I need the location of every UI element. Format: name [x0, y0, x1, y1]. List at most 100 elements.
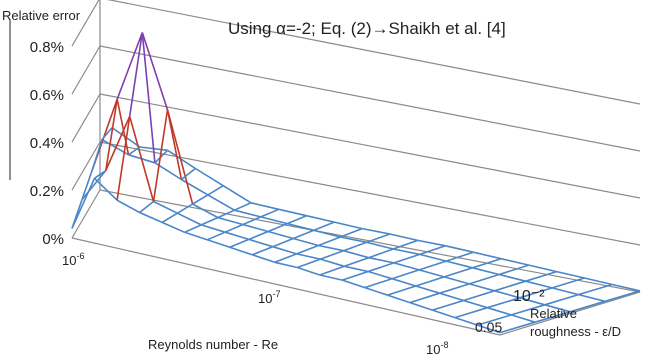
surface-segment-13 [473, 251, 502, 260]
surface-segment-161 [494, 280, 526, 292]
surface-segment-156 [439, 283, 470, 294]
surface-segment-89 [364, 286, 388, 296]
surface-mesh [71, 32, 641, 334]
surface-segment-35 [525, 280, 553, 289]
surface-segment-91 [409, 301, 433, 311]
surface-segment-74 [487, 306, 512, 316]
surface-segment-93 [454, 316, 478, 326]
surface-segment-23 [207, 194, 235, 211]
surface-segment-68 [344, 265, 369, 273]
z-axis-title: Relative error [2, 8, 81, 23]
surface-segment-158 [498, 264, 530, 276]
surface-segment-66 [296, 253, 321, 260]
surface-segment-62 [200, 224, 226, 233]
surface-segment-9 [361, 227, 391, 235]
surface-segment-53 [469, 283, 495, 292]
x-tick-label-3: 10-8 [426, 340, 448, 357]
surface-segment-4 [222, 185, 252, 204]
surface-segment-60 [153, 200, 178, 214]
surface-segment-101 [116, 99, 130, 155]
surface-segment-116 [200, 216, 219, 226]
surface-segment-123 [229, 238, 250, 249]
surface-segment-69 [367, 270, 393, 280]
y-tick-label-1: 10⁻² [513, 288, 545, 305]
surface-segment-92 [432, 309, 456, 319]
surface-segment-51 [418, 269, 445, 278]
surface-segment-37 [578, 293, 606, 303]
surface-segment-108 [152, 109, 169, 202]
surface-segment-99 [94, 169, 107, 179]
grid-back-3 [99, 45, 641, 152]
z-tick-label-1: 0.2% [30, 183, 64, 200]
z-tick-label-4: 0.8% [30, 39, 64, 56]
surface-segment-17 [584, 277, 613, 286]
surface-segment-34 [498, 273, 526, 282]
surface-segment-5 [250, 202, 279, 211]
surface-segment-173 [569, 300, 606, 313]
surface-segment-73 [463, 299, 488, 309]
surface-segment-44 [242, 223, 269, 233]
surface-segment-137 [343, 241, 367, 252]
surface-segment-67 [320, 258, 345, 268]
surface-segment-148 [391, 269, 420, 280]
surface-segment-150 [445, 251, 474, 262]
surface-segment-71 [415, 285, 440, 294]
surface-segment-32 [446, 260, 473, 269]
surface-segment-170 [578, 283, 613, 296]
surface-segment-40 [141, 32, 169, 110]
surface-segment-115 [184, 224, 202, 234]
surface-segment-125 [267, 222, 288, 233]
surface-segment-42 [192, 203, 219, 219]
surface-segment-151 [387, 285, 417, 296]
surface-segment-80 [161, 221, 185, 234]
surface-segment-166 [551, 277, 585, 289]
surface-segment-143 [342, 270, 369, 281]
surface-segment-100 [105, 99, 118, 171]
surface-segment-7 [306, 214, 335, 223]
x-tick-label-1: 10-6 [62, 251, 84, 268]
surface-segment-144 [367, 262, 395, 273]
surface-segment-39 [116, 32, 144, 100]
surface-segment-76 [71, 177, 96, 229]
surface-segment-8 [334, 221, 363, 230]
x-tick-label-2: 10-7 [258, 289, 280, 306]
surface-segment-94 [477, 324, 501, 334]
surface-segment-87 [319, 274, 343, 281]
surface-segment-154 [472, 257, 502, 269]
surface-segment-79 [139, 211, 163, 224]
surface-segment-88 [342, 279, 366, 289]
surface-segment-109 [166, 109, 183, 180]
grid-side-2 [71, 93, 101, 143]
surface-segment-70 [391, 277, 417, 287]
surface-segment-63 [224, 231, 250, 241]
surface-segment-36 [551, 287, 579, 296]
surface-segment-106 [154, 149, 169, 164]
surface-segment-95 [71, 199, 83, 229]
z-tick-label-2: 0.4% [30, 135, 64, 152]
surface-segment-54 [494, 290, 520, 299]
surface-segment-61 [177, 212, 202, 226]
surface-segment-50 [393, 262, 420, 271]
surface-segment-75 [510, 314, 536, 323]
surface-segment-164 [487, 297, 520, 309]
surface-segment-129 [293, 229, 315, 240]
y-axis-title-line2: roughness - ε/D [530, 324, 621, 339]
surface-segment-45 [267, 230, 294, 240]
grid-side-1 [71, 141, 101, 191]
surface-segment-98 [101, 127, 113, 141]
surface-segment-16 [556, 270, 585, 279]
surface-segment-48 [343, 249, 369, 259]
surface-segment-65 [272, 245, 297, 255]
grid-side-0 [71, 189, 101, 239]
surface-segment-157 [469, 273, 500, 285]
back-wall-gridlines [71, 0, 641, 336]
grid-back-1 [99, 141, 641, 246]
surface-segment-162 [525, 270, 557, 282]
surface-segment-131 [274, 253, 297, 264]
surface-segment-153 [443, 267, 473, 278]
surface-segment-25 [260, 216, 288, 225]
surface-segment-28 [340, 236, 367, 244]
surface-segment-31 [419, 253, 447, 262]
surface-segment-29 [366, 241, 394, 250]
surface-segment-97 [91, 139, 103, 172]
